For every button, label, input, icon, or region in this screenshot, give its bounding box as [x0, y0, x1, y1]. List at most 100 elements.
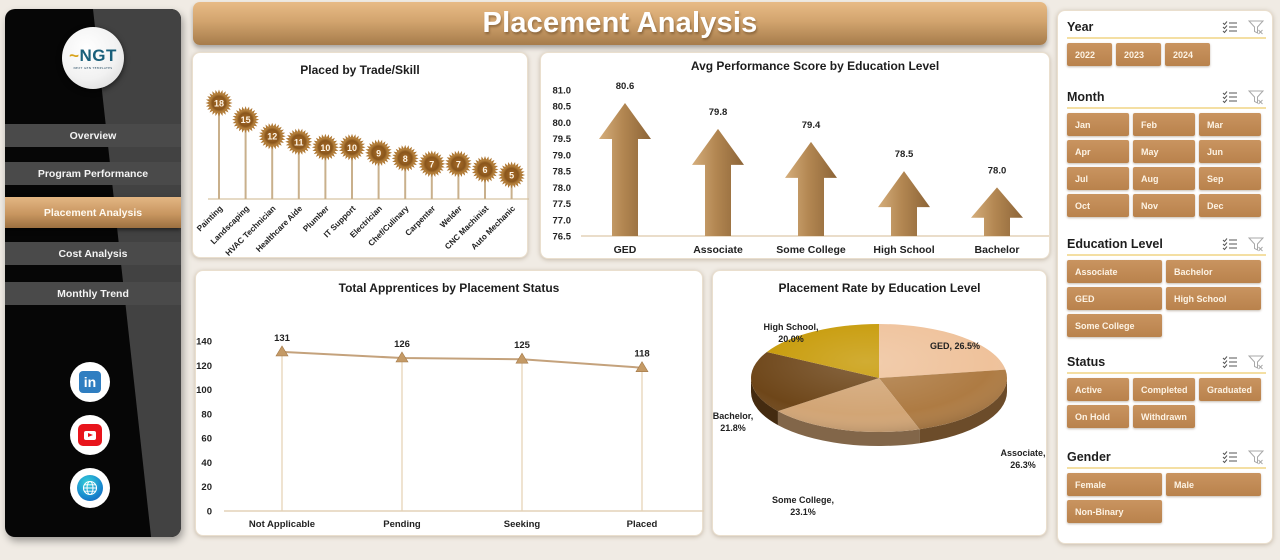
month-option[interactable]: Aug	[1133, 167, 1195, 190]
education-option[interactable]: Bachelor	[1166, 260, 1261, 283]
nav-monthly-trend[interactable]: Monthly Trend	[5, 282, 181, 305]
slicer-header: Status	[1067, 352, 1266, 374]
slicer-options: 2022 2023 2024	[1067, 43, 1266, 66]
data-label: 6	[482, 165, 487, 175]
data-label: 11	[294, 137, 304, 147]
data-label: 7	[429, 159, 434, 169]
line-point: 131 Not Applicable	[249, 333, 315, 530]
month-option[interactable]: Jan	[1067, 113, 1129, 136]
slicer-options: Active Completed Graduated On Hold Withd…	[1067, 378, 1266, 428]
slicer-education-level: Education Level Associate Bachelor GED H…	[1067, 234, 1266, 337]
data-label: 78.5	[895, 149, 914, 160]
gender-option[interactable]: Female	[1067, 473, 1162, 496]
nav-label: Program Performance	[37, 167, 149, 180]
month-option[interactable]: Jul	[1067, 167, 1129, 190]
y-tick: 40	[201, 458, 212, 469]
gender-option[interactable]: Male	[1166, 473, 1261, 496]
year-option[interactable]: 2022	[1067, 43, 1112, 66]
y-tick: 78.0	[553, 183, 572, 194]
education-option[interactable]: GED	[1067, 287, 1162, 310]
nav-program-performance[interactable]: Program Performance	[5, 162, 181, 185]
y-tick: 0	[207, 507, 212, 518]
slicer-header: Education Level	[1067, 234, 1266, 256]
globe-icon	[77, 475, 103, 501]
logo: ~NGT NEXT GEN TEMPLATES	[62, 27, 124, 89]
clear-filter-icon[interactable]	[1248, 90, 1264, 105]
data-label: 10	[320, 143, 330, 153]
multi-select-icon[interactable]	[1222, 450, 1238, 464]
arrow-bar: 80.6 GED	[599, 81, 651, 256]
multi-select-icon[interactable]	[1222, 237, 1238, 251]
month-option[interactable]: Oct	[1067, 194, 1129, 217]
month-option[interactable]: Nov	[1133, 194, 1195, 217]
slicer-header: Year	[1067, 17, 1266, 39]
pie-label: Bachelor,	[713, 411, 753, 421]
clear-filter-icon[interactable]	[1248, 355, 1264, 370]
clear-filter-icon[interactable]	[1248, 20, 1264, 35]
slicer-gender: Gender Female Male Non-Binary	[1067, 447, 1266, 523]
month-option[interactable]: Mar	[1199, 113, 1261, 136]
month-option[interactable]: Dec	[1199, 194, 1261, 217]
month-option[interactable]: Jun	[1199, 140, 1261, 163]
nav-cost-analysis[interactable]: Cost Analysis	[5, 242, 181, 265]
clear-filter-icon[interactable]	[1248, 450, 1264, 465]
slicer-options: Jan Feb Mar Apr May Jun Jul Aug Sep Oct …	[1067, 113, 1266, 217]
y-tick: 76.5	[553, 232, 572, 243]
multi-select-icon[interactable]	[1222, 90, 1238, 104]
month-option[interactable]: Sep	[1199, 167, 1261, 190]
chart-card-placed-by-trade: Placed by Trade/Skill 18 Painting 15 Landsc…	[192, 52, 529, 258]
pie-label: 21.8%	[720, 423, 746, 433]
clear-filter-icon[interactable]	[1248, 237, 1264, 252]
education-option[interactable]: High School	[1166, 287, 1261, 310]
line-point: 118 Placed	[627, 349, 658, 530]
pie-label: 23.1%	[790, 507, 816, 517]
chart-title: Total Apprentices by Placement Status	[338, 281, 560, 295]
gender-option[interactable]: Non-Binary	[1067, 500, 1162, 523]
line-point: 125 Seeking	[504, 340, 541, 530]
data-label: 7	[456, 159, 461, 169]
slicer-options: Female Male Non-Binary	[1067, 473, 1266, 523]
axis-label: Healthcare Aide	[254, 204, 304, 254]
nav-overview[interactable]: Overview	[5, 124, 181, 147]
page-header: Placement Analysis	[193, 2, 1047, 45]
chart-title: Placed by Trade/Skill	[300, 63, 420, 77]
education-option[interactable]: Associate	[1067, 260, 1162, 283]
status-option[interactable]: Withdrawn	[1133, 405, 1195, 428]
x-tick: Not Applicable	[249, 519, 315, 530]
slicer-title: Month	[1067, 90, 1105, 104]
slicer-header: Month	[1067, 87, 1266, 109]
year-option[interactable]: 2024	[1165, 43, 1210, 66]
logo-subtitle: NEXT GEN TEMPLATES	[73, 65, 113, 70]
month-option[interactable]: Apr	[1067, 140, 1129, 163]
slicer-header: Gender	[1067, 447, 1266, 469]
month-option[interactable]: May	[1133, 140, 1195, 163]
logo-text: ~NGT	[69, 45, 117, 65]
data-label: 125	[514, 340, 531, 351]
multi-select-icon[interactable]	[1222, 20, 1238, 34]
multi-select-icon[interactable]	[1222, 355, 1238, 369]
year-option[interactable]: 2023	[1116, 43, 1161, 66]
youtube-button[interactable]	[70, 415, 110, 455]
status-option[interactable]: Completed	[1133, 378, 1195, 401]
slicer-title: Gender	[1067, 450, 1111, 464]
nav-label: Overview	[69, 129, 117, 142]
data-label: 80.6	[616, 81, 635, 92]
month-option[interactable]: Feb	[1133, 113, 1195, 136]
y-tick: 81.0	[553, 86, 572, 97]
linkedin-button[interactable]: in	[70, 362, 110, 402]
line-point: 126 Pending	[383, 339, 421, 530]
website-button[interactable]	[70, 468, 110, 508]
status-option[interactable]: Graduated	[1199, 378, 1261, 401]
nav-placement-analysis[interactable]: Placement Analysis	[5, 197, 181, 228]
pie-label: 26.3%	[1010, 460, 1036, 470]
y-tick: 20	[201, 482, 212, 493]
education-option[interactable]: Some College	[1067, 314, 1162, 337]
status-option[interactable]: Active	[1067, 378, 1129, 401]
nav-label: Cost Analysis	[58, 247, 128, 260]
status-option[interactable]: On Hold	[1067, 405, 1129, 428]
data-label: 118	[634, 349, 649, 360]
sidebar: ~NGT NEXT GEN TEMPLATES Overview Program…	[5, 9, 181, 537]
data-label: 12	[267, 132, 277, 142]
arrow-bar: 79.8 Associate	[692, 107, 744, 256]
